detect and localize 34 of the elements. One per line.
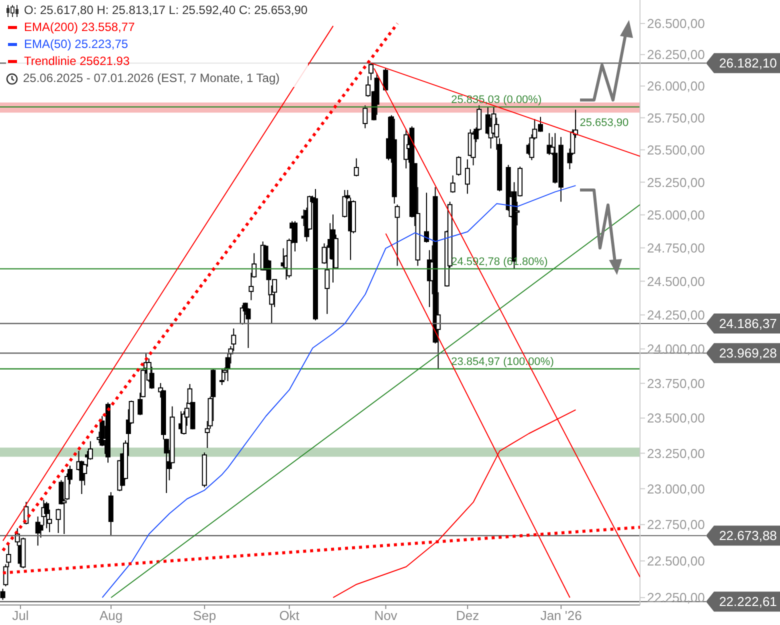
- y-tick-label: 25.500,00: [647, 142, 705, 158]
- x-tick-label: Aug: [99, 608, 123, 624]
- ref-line-label: 22.673,88: [719, 528, 777, 544]
- chart-title: O: 25.617,80 H: 25.813,17 L: 25.592,40 C: 25.653,90: [24, 2, 308, 19]
- legend-label: EMA(50) 25.223,75: [24, 36, 128, 53]
- legend-label: Trendlinie 25621.93: [24, 53, 130, 70]
- y-tick-label: 26.500,00: [647, 16, 705, 32]
- x-tick-label: Jul: [12, 608, 29, 624]
- y-tick-label: 23.750,00: [647, 376, 705, 391]
- y-tick-label: 25.750,00: [647, 110, 705, 126]
- x-tick-label: Dez: [456, 608, 480, 624]
- y-tick-label: 23.500,00: [647, 410, 705, 426]
- y-tick-label: 22.500,00: [647, 554, 705, 569]
- y-tick-label: 25.250,00: [647, 174, 705, 190]
- y-tick-label: 24.500,00: [647, 274, 705, 289]
- y-tick-label: 26.250,00: [647, 47, 705, 62]
- y-tick-label: 24.250,00: [647, 308, 705, 323]
- legend-label: EMA(200) 23.558,77: [24, 19, 135, 36]
- annotation: 25.653,90: [580, 117, 629, 130]
- x-tick-label: Nov: [374, 608, 398, 624]
- ref-line-label: 26.182,10: [719, 56, 777, 71]
- x-tick-label: Sep: [192, 608, 216, 624]
- y-tick-label: 24.750,00: [647, 240, 705, 256]
- y-tick-label: 22.750,00: [647, 517, 705, 532]
- y-tick-label: 23.250,00: [647, 446, 705, 461]
- ref-line-label: 22.222,61: [719, 594, 777, 610]
- ref-line-label: 23.969,28: [719, 346, 777, 361]
- y-tick-label: 25.000,00: [647, 207, 705, 222]
- text: 25.06.2025 - 07.01.2026 (EST, 7 Monate, 1 Tag): [23, 70, 280, 87]
- x-tick-label: Okt: [279, 608, 300, 624]
- x-tick-label: Jan '26: [540, 608, 582, 624]
- y-tick-label: 26.000,00: [647, 78, 705, 94]
- ref-line-label: 24.186,37: [719, 316, 777, 332]
- y-tick-label: 23.000,00: [647, 481, 705, 496]
